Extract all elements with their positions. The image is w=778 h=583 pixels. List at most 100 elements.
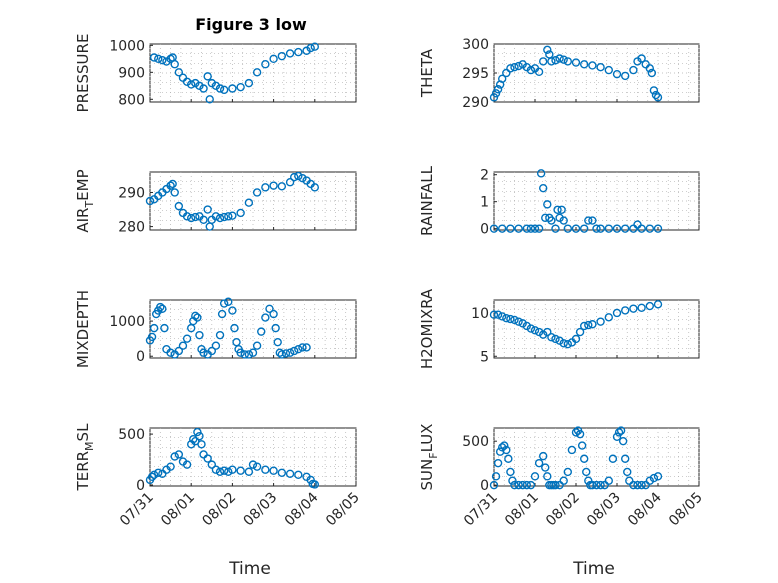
data-point: [580, 224, 589, 233]
data-point: [277, 468, 287, 477]
data-point: [596, 62, 605, 72]
data-point: [261, 183, 270, 192]
data-point: [526, 480, 536, 490]
data-point: [290, 346, 299, 356]
data-point: [526, 224, 536, 233]
data-point: [489, 310, 499, 319]
x-axis-label-right: Time: [572, 559, 615, 579]
data-point: [493, 458, 503, 468]
data-point: [653, 472, 663, 481]
data-point: [193, 313, 202, 322]
data-point: [633, 480, 642, 490]
data-point: [285, 348, 295, 357]
data-point: [158, 55, 167, 65]
data-point: [182, 460, 192, 469]
data-point: [174, 68, 184, 77]
data-point: [637, 480, 646, 490]
data-point: [543, 472, 552, 481]
data-point: [298, 343, 307, 352]
series-points: [149, 42, 319, 104]
data-point: [207, 460, 217, 469]
data-point: [489, 480, 499, 490]
panel-terr_msl: 0 500 TERRMSL 07/31 08/01 08/02 08/03 08/04 08/0…: [74, 423, 363, 529]
data-point: [281, 349, 291, 358]
data-point: [174, 450, 184, 459]
x-tick-label: 07/31: [461, 490, 501, 530]
data-point: [618, 436, 628, 446]
data-point: [502, 445, 511, 455]
x-tick-label: 08/03: [241, 490, 281, 530]
y-tick-label: 0: [136, 349, 145, 365]
data-point: [174, 201, 184, 211]
data-point: [493, 310, 503, 319]
data-point: [526, 65, 536, 75]
data-point: [547, 333, 556, 342]
data-point: [244, 467, 254, 476]
data-point: [205, 95, 214, 104]
data-point: [149, 53, 159, 62]
panel-h2omixra: 5 10 H2OMIXRA: [418, 288, 700, 369]
data-point: [559, 55, 568, 64]
data-point: [604, 65, 613, 75]
data-point: [215, 213, 225, 223]
data-point: [191, 311, 200, 321]
data-point: [539, 57, 548, 66]
y-tick-label: 5: [480, 349, 489, 365]
data-point: [571, 334, 581, 344]
y-tick-label: 280: [118, 220, 145, 236]
data-point: [514, 317, 523, 326]
data-point: [539, 451, 548, 461]
data-point: [252, 462, 262, 471]
data-point: [571, 58, 581, 67]
data-point: [170, 452, 179, 461]
data-point: [612, 69, 622, 79]
data-point: [277, 350, 287, 359]
data-point: [629, 65, 638, 75]
x-tick-label: 08/02: [199, 490, 239, 530]
data-point: [228, 465, 237, 474]
data-point: [166, 348, 175, 357]
data-point: [541, 463, 550, 472]
data-point: [510, 480, 519, 490]
data-point: [244, 350, 254, 359]
data-point: [174, 346, 184, 356]
y-tick-label: 290: [118, 185, 145, 201]
data-point: [621, 224, 630, 233]
x-tick-label: 08/05: [323, 490, 363, 530]
data-point: [596, 480, 605, 490]
data-point: [224, 297, 233, 306]
data-point: [534, 458, 544, 468]
data-point: [563, 57, 572, 66]
series-points: [489, 45, 663, 102]
data-point: [158, 304, 167, 313]
data-point: [224, 467, 233, 476]
data-point: [230, 323, 239, 333]
grid: [149, 428, 357, 486]
data-point: [252, 68, 262, 77]
x-tick-label: 08/04: [282, 489, 322, 529]
data-point: [649, 86, 659, 95]
data-point: [514, 480, 523, 490]
data-point: [193, 427, 202, 437]
data-point: [649, 473, 659, 483]
data-point: [215, 330, 225, 340]
y-tick-label: 300: [462, 37, 489, 53]
data-point: [252, 341, 262, 350]
figure-title: Figure 3 low: [195, 15, 307, 34]
y-tick-label: 0: [136, 478, 145, 494]
data-point: [203, 72, 212, 81]
panel-mixdepth: 0 1000 MIXDEPTH: [74, 290, 357, 368]
series-points: [489, 426, 663, 490]
data-point: [653, 224, 663, 233]
data-point: [182, 334, 192, 343]
data-point: [518, 480, 527, 490]
data-point: [551, 224, 560, 233]
data-point: [584, 216, 593, 225]
data-point: [584, 320, 593, 330]
data-point: [186, 80, 196, 89]
data-point: [269, 54, 278, 64]
data-point: [310, 183, 319, 192]
data-point: [224, 212, 233, 221]
data-point: [536, 169, 546, 178]
